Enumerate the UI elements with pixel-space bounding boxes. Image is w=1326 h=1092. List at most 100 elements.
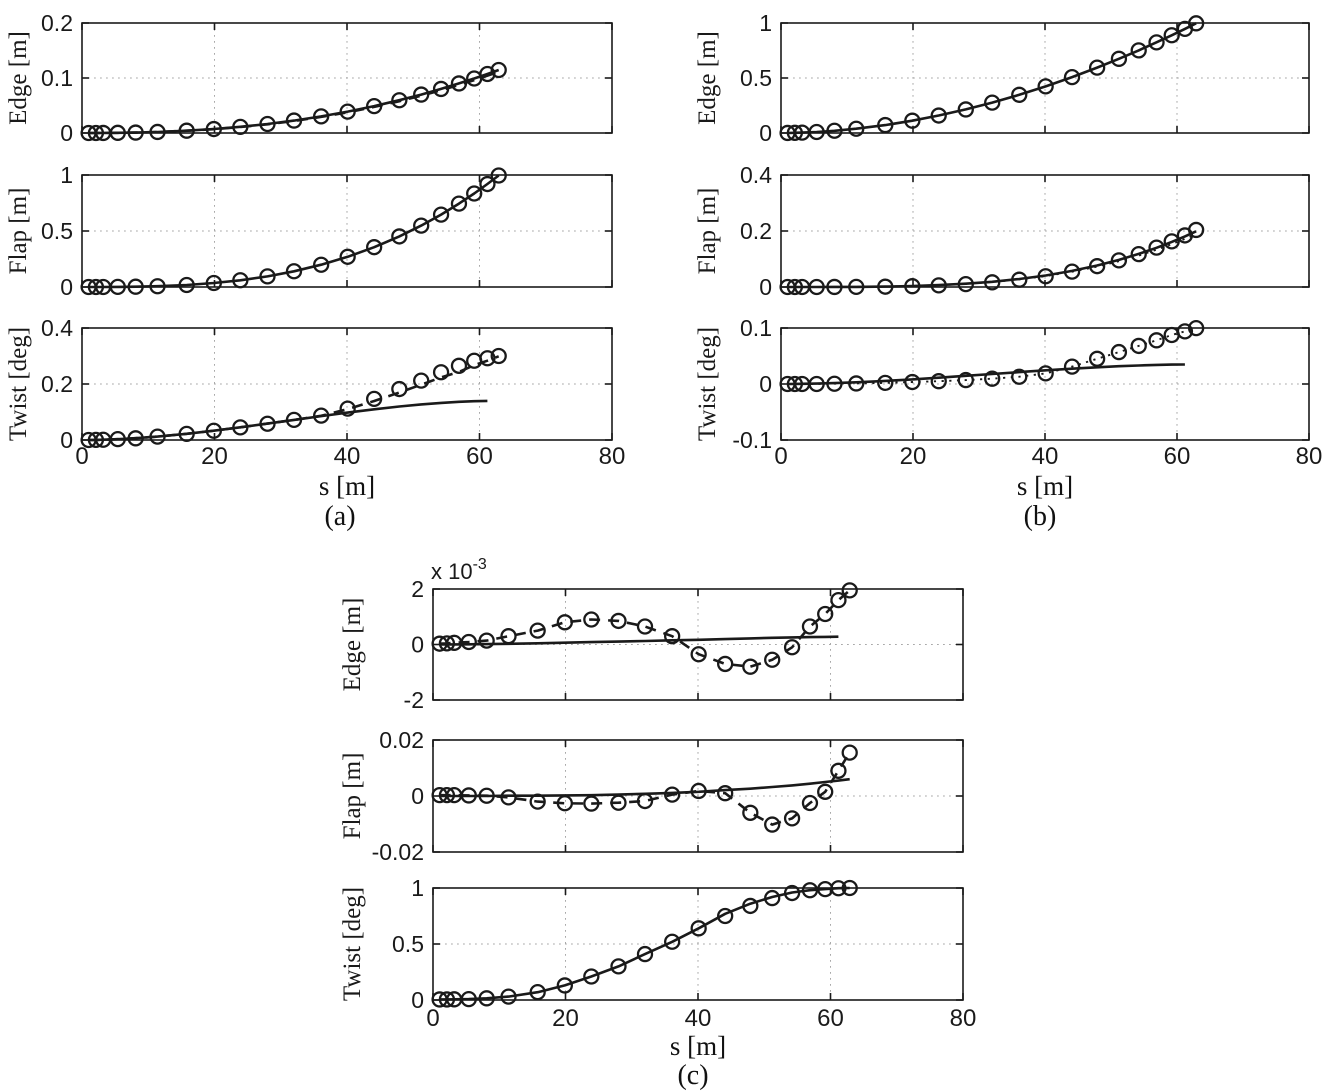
x-tick-label: 0 (426, 1005, 439, 1032)
data-point-marker (610, 612, 627, 630)
y-tick-label: 0 (411, 987, 424, 1013)
data-point-marker (466, 352, 483, 369)
data-point-marker (466, 185, 483, 202)
series-dashed-line (439, 589, 851, 668)
data-point-marker (664, 628, 681, 645)
data-point-marker (529, 984, 546, 1001)
data-point-marker (690, 646, 707, 663)
y-axis-multiplier: x 10-3 (431, 556, 487, 584)
data-point-marker (808, 123, 825, 141)
data-point-marker (149, 123, 166, 141)
data-point-marker (149, 428, 166, 445)
data-point-marker (450, 357, 468, 374)
y-tick-label: 1 (60, 162, 73, 188)
data-point-marker (877, 278, 894, 295)
data-point-marker (783, 884, 801, 902)
data-point-marker (391, 380, 408, 398)
data-point-marker (583, 795, 600, 812)
x-tick-label: 40 (1032, 443, 1059, 470)
y-axis-label: Edge [m] (5, 31, 32, 125)
data-point-marker (1110, 252, 1128, 269)
data-point-marker (413, 372, 430, 389)
y-tick-label: 0 (759, 371, 772, 397)
data-point-marker (764, 816, 781, 833)
subplot-flap-m-: -0.02 0 0.02 Flap [m] (339, 727, 964, 865)
panel-a-chart: 0 0.1 0.2 Edge [m] 0 0.5 1 Flap [m] 0 0.2 0.4 0 20 40… (5, 10, 625, 470)
data-point-marker (783, 639, 801, 656)
data-point-marker (178, 425, 195, 442)
data-point-marker (783, 810, 801, 827)
series-data-markers (431, 744, 858, 833)
data-point-marker (984, 94, 1001, 111)
data-point-marker (259, 115, 276, 133)
data-point-marker (742, 804, 759, 821)
series-solid-line (439, 635, 839, 646)
tick-marks (432, 739, 964, 853)
data-point-marker (391, 228, 408, 245)
data-point-marker (479, 175, 496, 193)
data-point-marker (490, 167, 507, 184)
y-tick-label: 0 (411, 783, 424, 809)
data-point-marker (826, 278, 843, 296)
panel-a-x-axis-label: s [m] (318, 471, 376, 501)
series-data-markers (431, 879, 858, 1008)
data-point-marker (877, 374, 894, 392)
panel-b-caption: (b) (1023, 501, 1057, 532)
y-axis-label: Edge [m] (339, 598, 366, 692)
data-point-marker (717, 907, 734, 925)
data-point-marker (490, 347, 507, 365)
data-point-marker (285, 263, 303, 280)
data-point-marker (583, 968, 600, 985)
data-point-marker (127, 278, 144, 295)
data-point-marker (984, 274, 1001, 291)
data-point-marker (87, 278, 105, 296)
x-tick-label: 40 (334, 443, 361, 470)
data-point-marker (717, 785, 734, 802)
y-tick-label: 1 (759, 10, 772, 36)
x-tick-label: 20 (552, 1005, 579, 1032)
data-point-marker (366, 239, 383, 256)
data-point-marker (413, 217, 430, 234)
tick-marks (81, 174, 613, 288)
data-point-marker (205, 274, 222, 292)
data-point-marker (1063, 358, 1081, 375)
data-point-marker (127, 430, 144, 447)
y-tick-label: 0.4 (41, 315, 73, 341)
data-point-marker (500, 988, 517, 1005)
data-point-marker (313, 256, 330, 273)
data-point-marker (664, 786, 681, 803)
y-tick-label: 0 (411, 632, 424, 658)
y-axis-label: Flap [m] (694, 188, 721, 275)
data-point-marker (1063, 68, 1081, 86)
data-point-marker (1187, 15, 1205, 32)
data-point-marker (1163, 27, 1180, 44)
data-point-marker (830, 762, 847, 779)
data-point-marker (848, 278, 865, 296)
gridlines (781, 328, 1309, 440)
data-point-marker (432, 206, 450, 223)
gridlines (82, 328, 612, 440)
x-tick-label: 80 (1296, 443, 1323, 470)
gridlines (82, 175, 612, 287)
data-point-marker (490, 61, 507, 79)
x-tick-label: 20 (900, 443, 927, 470)
data-point-marker (478, 787, 495, 804)
data-point-marker (109, 431, 126, 448)
data-point-marker (460, 633, 477, 651)
gridlines (82, 23, 612, 133)
data-point-marker (438, 787, 456, 804)
data-point-marker (764, 889, 781, 907)
y-tick-label: 2 (411, 576, 424, 602)
y-tick-label: 0.2 (740, 218, 772, 244)
y-tick-label: 0.2 (41, 10, 73, 36)
gridlines (433, 888, 963, 1000)
data-point-marker (690, 920, 707, 937)
data-point-marker (1148, 332, 1165, 349)
data-point-marker (817, 605, 834, 623)
data-point-marker (313, 108, 330, 125)
data-point-marker (556, 795, 573, 812)
data-point-marker (904, 278, 921, 295)
data-point-marker (830, 591, 847, 609)
data-point-marker (366, 97, 383, 115)
